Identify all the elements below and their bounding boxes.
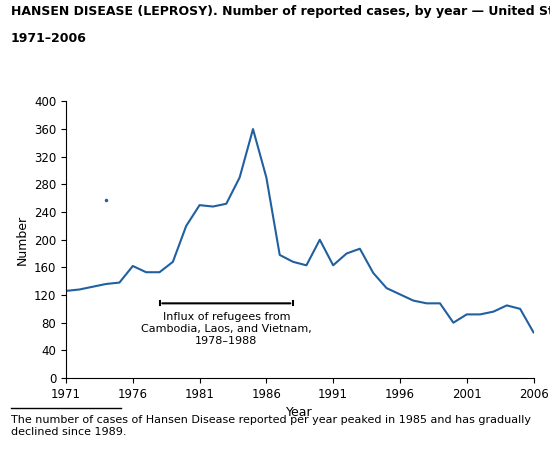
Text: 1971–2006: 1971–2006	[11, 32, 87, 45]
Text: Influx of refugees from
Cambodia, Laos, and Vietnam,
1978–1988: Influx of refugees from Cambodia, Laos, …	[141, 313, 312, 346]
Y-axis label: Number: Number	[15, 215, 29, 265]
X-axis label: Year: Year	[287, 406, 313, 420]
Text: HANSEN DISEASE (LEPROSY). Number of reported cases, by year — United States,: HANSEN DISEASE (LEPROSY). Number of repo…	[11, 5, 550, 18]
Text: The number of cases of Hansen Disease reported per year peaked in 1985 and has g: The number of cases of Hansen Disease re…	[11, 415, 531, 437]
